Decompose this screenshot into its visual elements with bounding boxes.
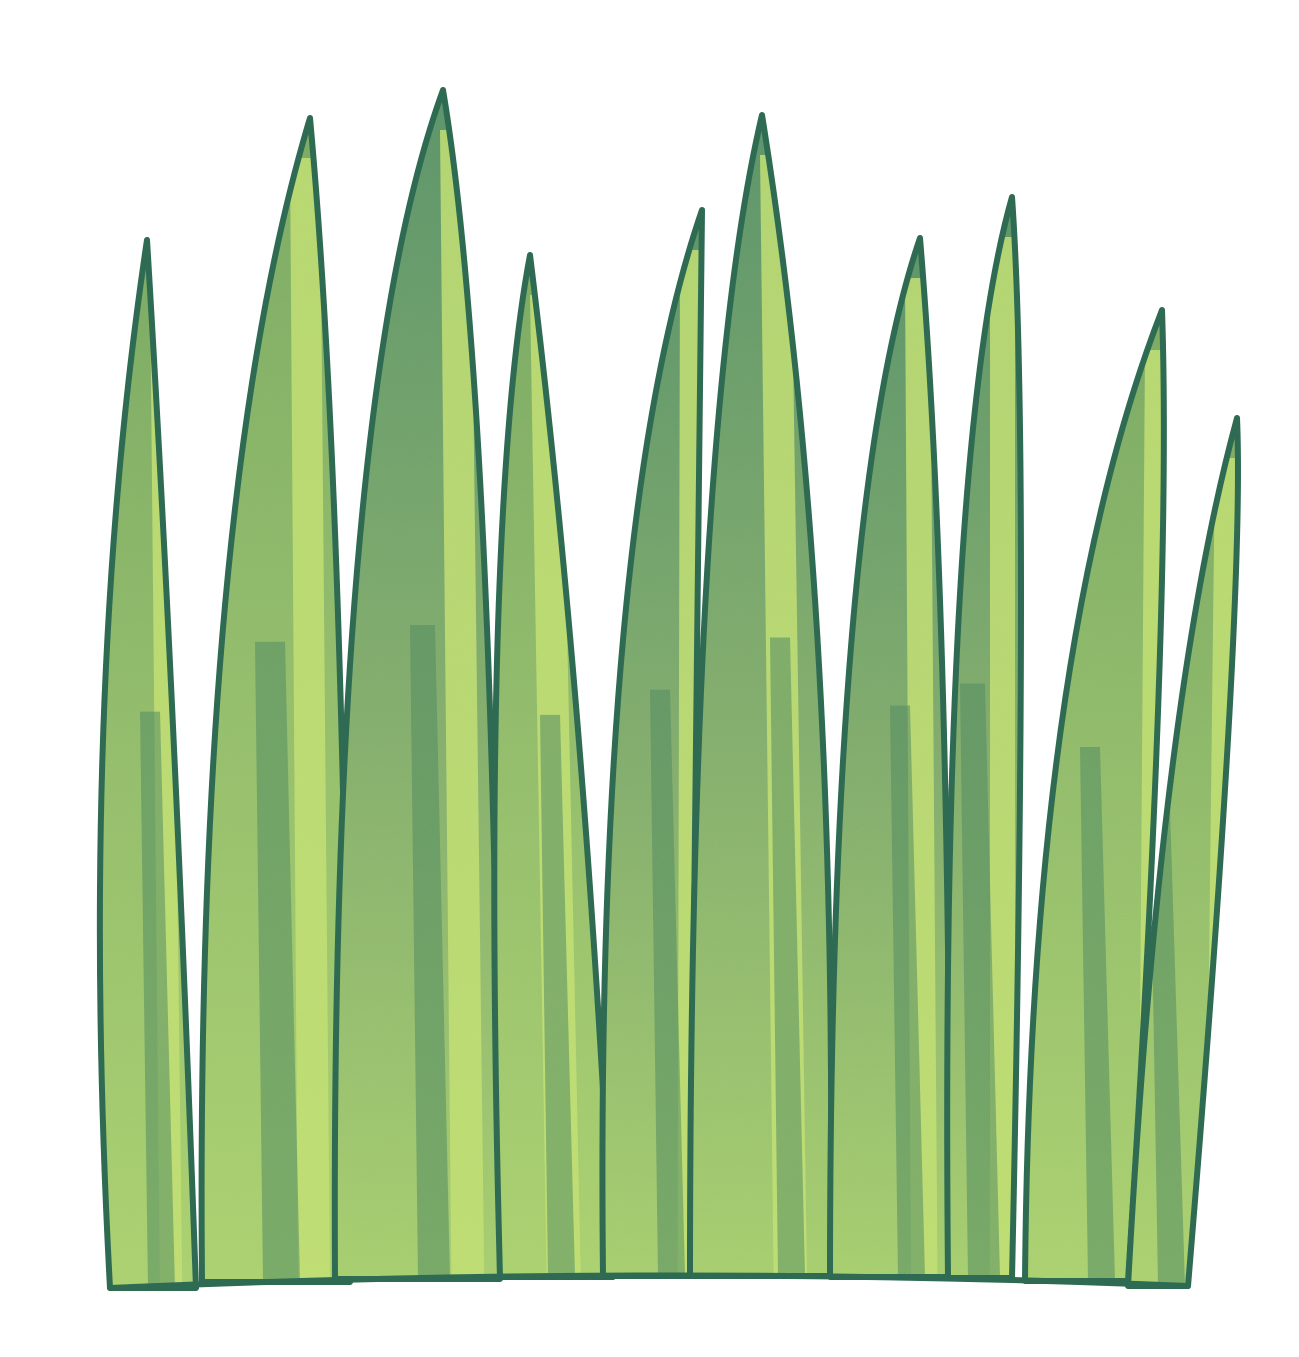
ground-line (107, 1272, 1191, 1291)
